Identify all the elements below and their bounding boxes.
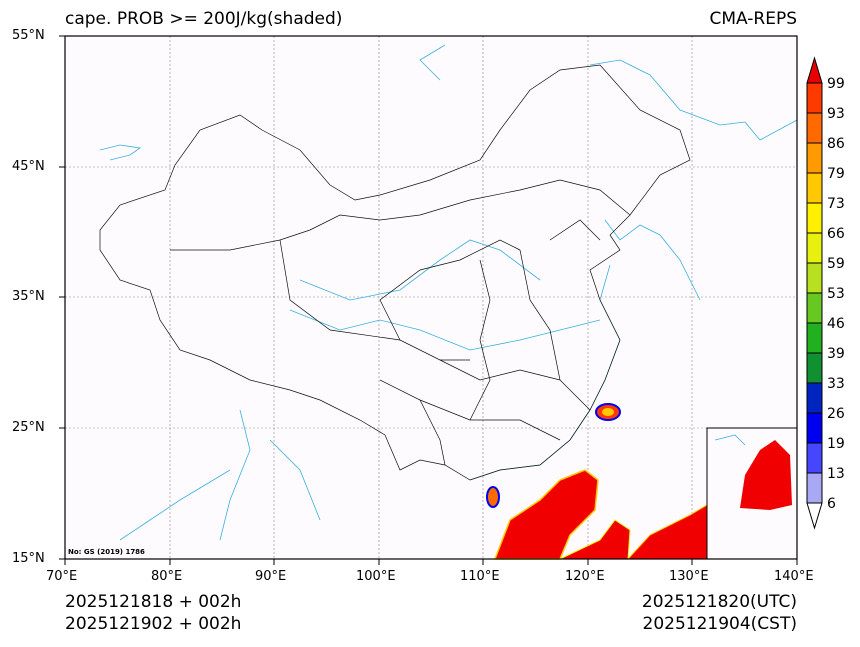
colorbar: 99 93 86 79 73 66 59 53 46 39 33 26 19 13 6 (806, 56, 845, 530)
map-approval-number: No: GS (2019) 1786 (68, 548, 145, 556)
colorbar-label: 86 (827, 136, 845, 152)
colorbar-label: 33 (827, 376, 845, 392)
colorbar-segment (806, 352, 823, 384)
colorbar-segment (806, 292, 823, 324)
init-time-utc: 2025121818 + 002h (65, 592, 242, 612)
lon-tick: 120°E (565, 569, 605, 584)
colorbar-segment (806, 442, 823, 474)
plot-title: cape. PROB >= 200J/kg(shaded) (65, 9, 343, 29)
colorbar-segment (806, 472, 823, 504)
colorbar-segment (806, 382, 823, 414)
colorbar-segment (806, 232, 823, 264)
colorbar-label: 39 (827, 346, 845, 362)
colorbar-label: 26 (827, 406, 845, 422)
colorbar-label: 6 (827, 496, 836, 512)
lat-tick: 35°N (12, 289, 45, 304)
colorbar-label: 66 (827, 226, 845, 242)
lon-tick: 80°E (151, 569, 183, 584)
lon-tick: 100°E (356, 569, 396, 584)
colorbar-segment (806, 262, 823, 294)
colorbar-label: 93 (827, 106, 845, 122)
colorbar-segment (806, 202, 823, 234)
colorbar-over-triangle (806, 56, 823, 84)
lon-tick: 90°E (255, 569, 287, 584)
plot-area (65, 36, 797, 559)
colorbar-label: 73 (827, 196, 845, 212)
colorbar-segment (806, 142, 823, 174)
lon-tick: 140°E (774, 569, 814, 584)
colorbar-label: 53 (827, 286, 845, 302)
colorbar-label: 46 (827, 316, 845, 332)
lon-tick: 110°E (460, 569, 500, 584)
probability-shading (486, 403, 708, 560)
colorbar-segment (806, 322, 823, 354)
south-china-sea-inset (706, 427, 798, 560)
colorbar-label: 19 (827, 436, 845, 452)
colorbar-label: 13 (827, 466, 845, 482)
colorbar-label: 59 (827, 256, 845, 272)
init-time-cst: 2025121902 + 002h (65, 614, 242, 634)
lat-tick: 45°N (12, 159, 45, 174)
lat-tick: 55°N (12, 28, 45, 43)
colorbar-label: 99 (827, 76, 845, 92)
model-label: CMA-REPS (709, 9, 797, 29)
lat-tick: 15°N (12, 551, 45, 566)
lat-tick: 25°N (12, 420, 45, 435)
colorbar-segment (806, 112, 823, 144)
colorbar-segment (806, 172, 823, 204)
colorbar-under-triangle (806, 502, 823, 530)
gridlines (65, 36, 797, 559)
country-province-borders (99, 64, 691, 481)
colorbar-segment (806, 412, 823, 444)
colorbar-segment (806, 82, 823, 114)
axis-ticks (59, 35, 798, 565)
valid-time-utc: 2025121820(UTC) (641, 592, 797, 612)
valid-time-cst: 2025121904(CST) (642, 614, 797, 634)
colorbar-label: 79 (827, 166, 845, 182)
lon-tick: 70°E (46, 569, 78, 584)
lon-tick: 130°E (669, 569, 709, 584)
